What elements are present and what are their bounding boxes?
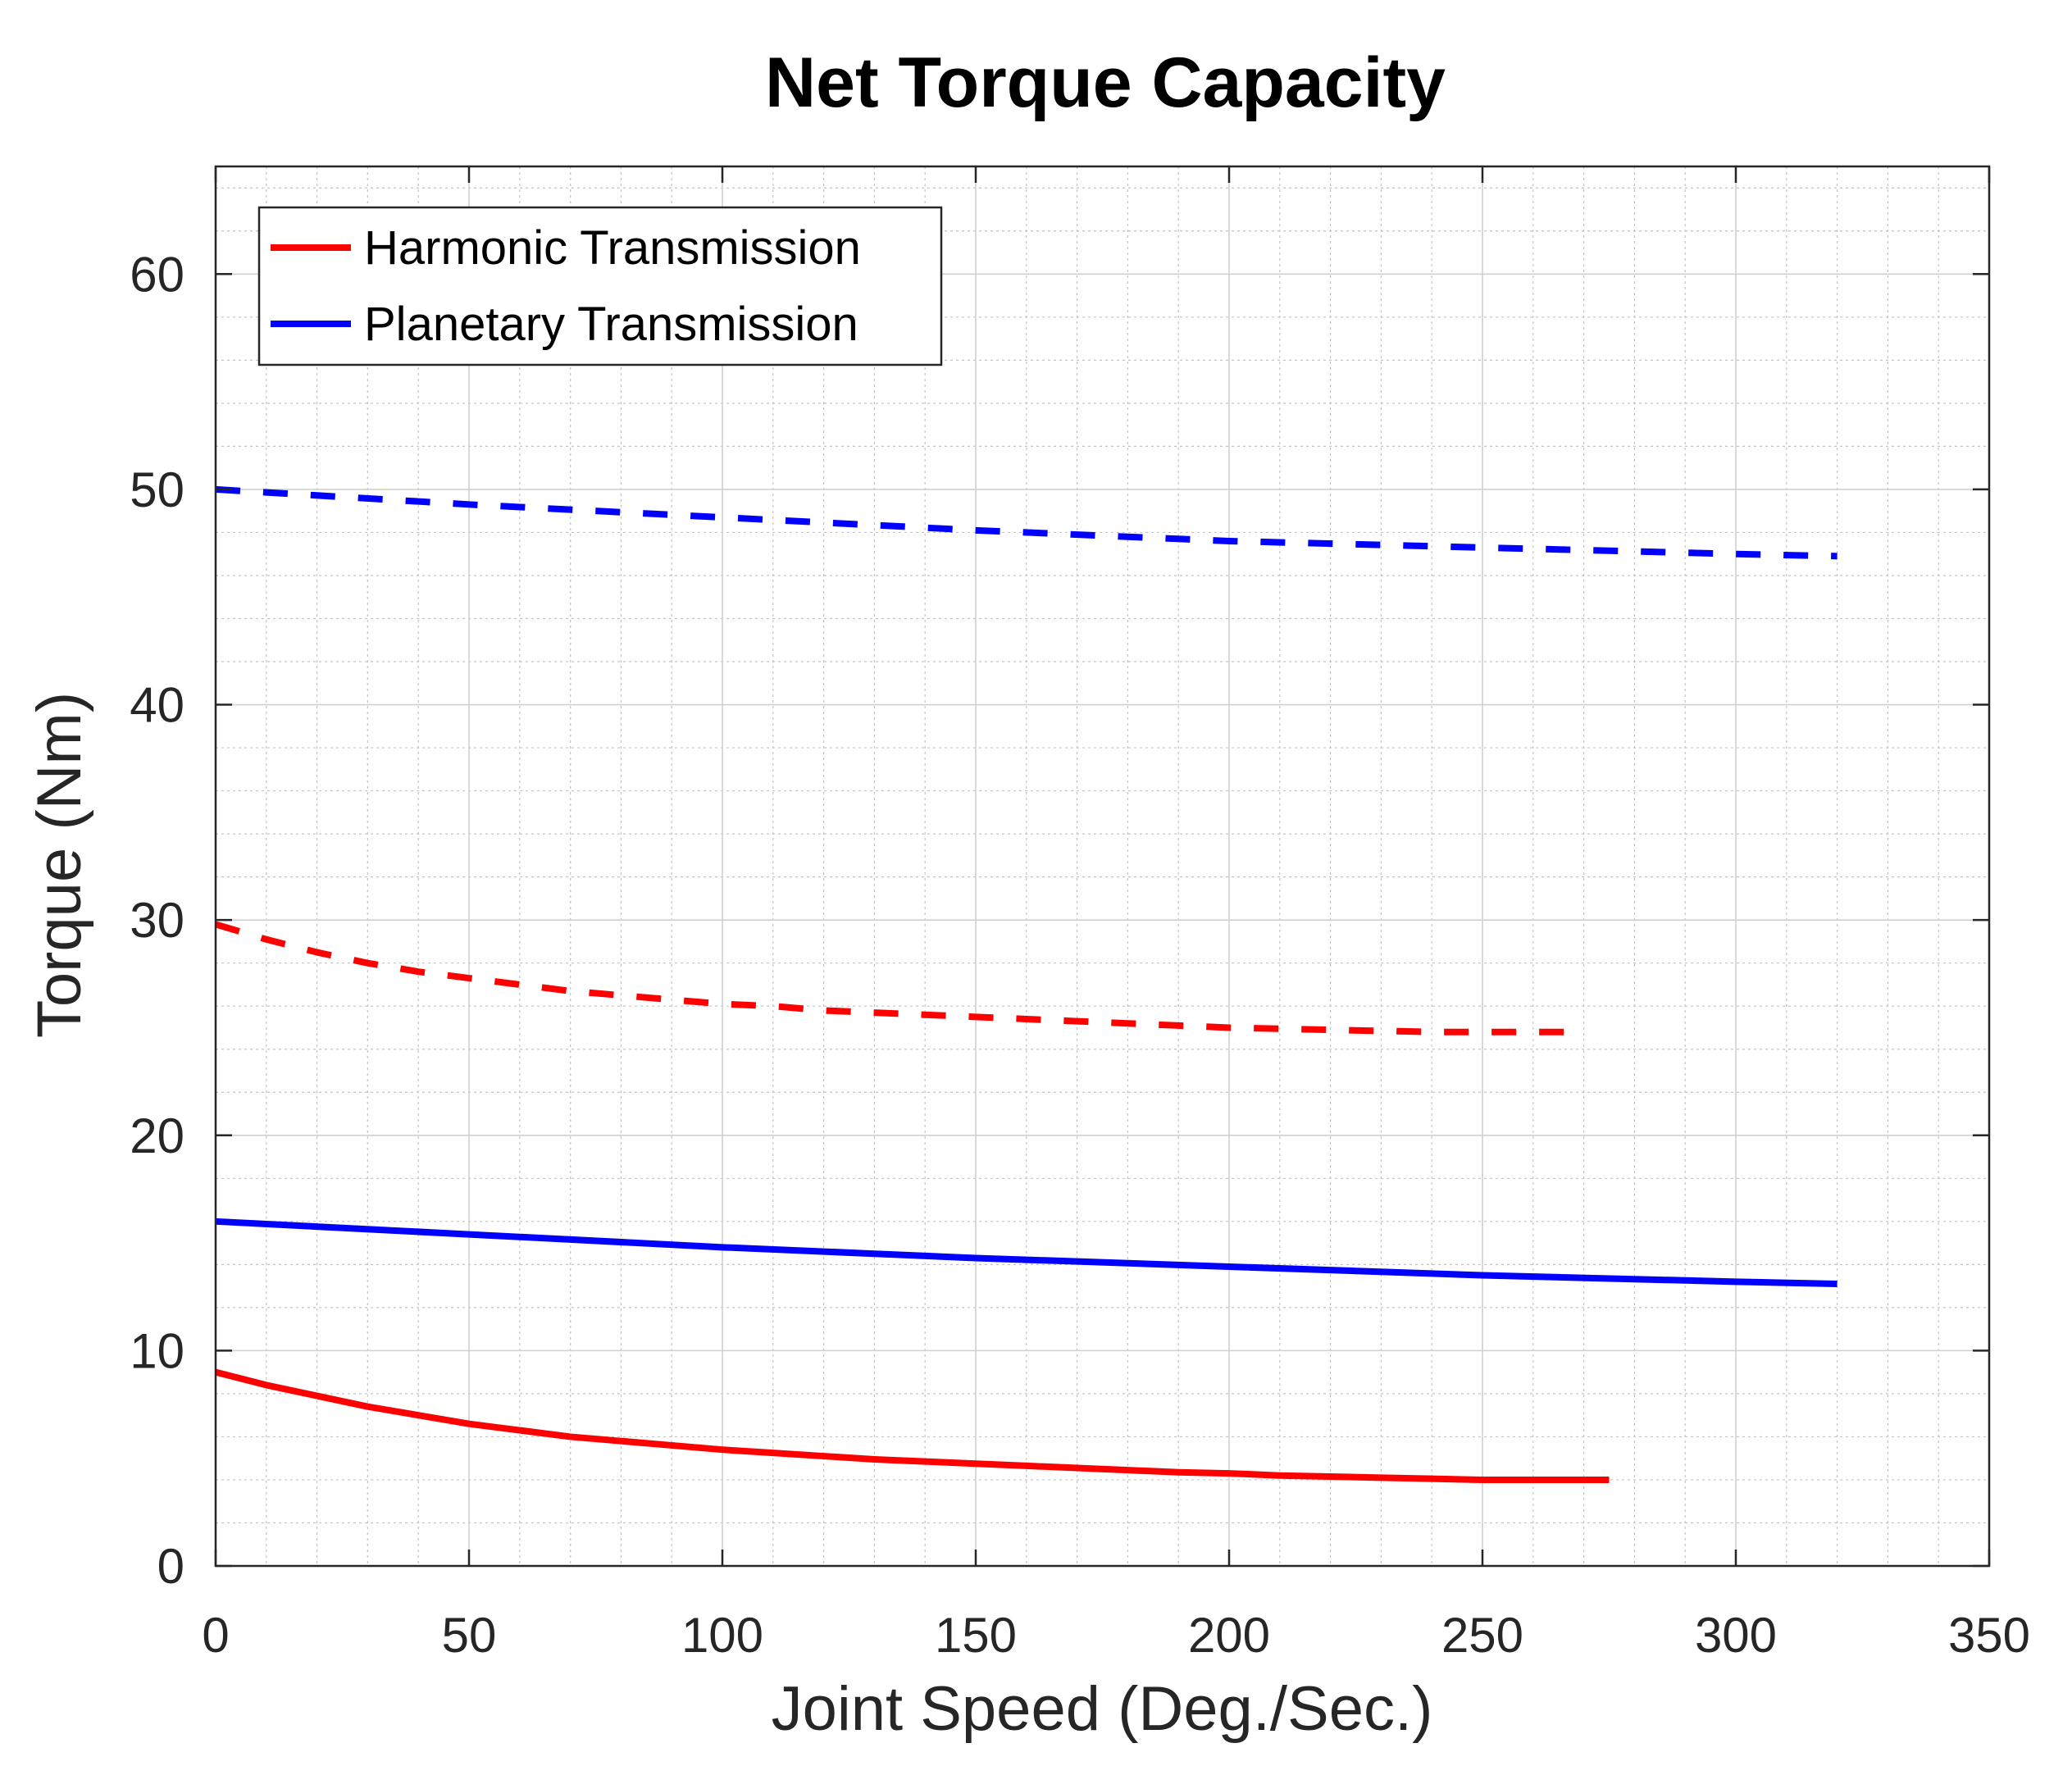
legend: Harmonic Transmission Planetary Transmis… — [257, 206, 943, 366]
y-tick-label: 10 — [130, 1323, 184, 1378]
x-tick-label: 200 — [1188, 1608, 1270, 1663]
x-tick-labels: 0 50 100 150 200 250 300 350 — [202, 1608, 2030, 1663]
y-tick-label: 30 — [130, 893, 184, 948]
series-line-harmonic-transmission-dashed — [214, 921, 1584, 1035]
series-line-planetary-transmission-dashed — [215, 485, 1837, 560]
y-tick-labels: 0 10 20 30 40 50 60 — [130, 247, 184, 1594]
y-tick-label: 40 — [130, 678, 184, 733]
series-line-planetary-transmission-solid — [215, 1217, 1837, 1287]
y-tick-label: 60 — [130, 247, 184, 302]
x-tick-label: 150 — [935, 1608, 1017, 1663]
series-line-harmonic-transmission-solid — [215, 1368, 1610, 1483]
x-tick-label: 250 — [1441, 1608, 1523, 1663]
chart-title: Net Torque Capacity — [765, 43, 1446, 122]
series-layer — [214, 485, 1837, 1483]
x-tick-label: 0 — [202, 1608, 229, 1663]
x-axis-label: Joint Speed (Deg./Sec.) — [772, 1674, 1433, 1744]
plot-frame — [214, 165, 1991, 1568]
ticks-layer — [214, 166, 1991, 1568]
x-tick-label: 300 — [1695, 1608, 1777, 1663]
x-tick-label: 50 — [442, 1608, 497, 1663]
y-axis-label: Torque (Nm) — [25, 692, 94, 1038]
legend-label-harmonic: Harmonic Transmission — [364, 221, 861, 275]
x-tick-label: 100 — [681, 1608, 763, 1663]
y-tick-label: 50 — [130, 462, 184, 517]
legend-box — [257, 206, 943, 366]
y-tick-label: 20 — [130, 1108, 184, 1163]
x-tick-label: 350 — [1948, 1608, 2030, 1663]
legend-label-planetary: Planetary Transmission — [364, 298, 858, 351]
minor-grid — [216, 166, 1989, 1566]
y-tick-label: 0 — [157, 1539, 184, 1594]
